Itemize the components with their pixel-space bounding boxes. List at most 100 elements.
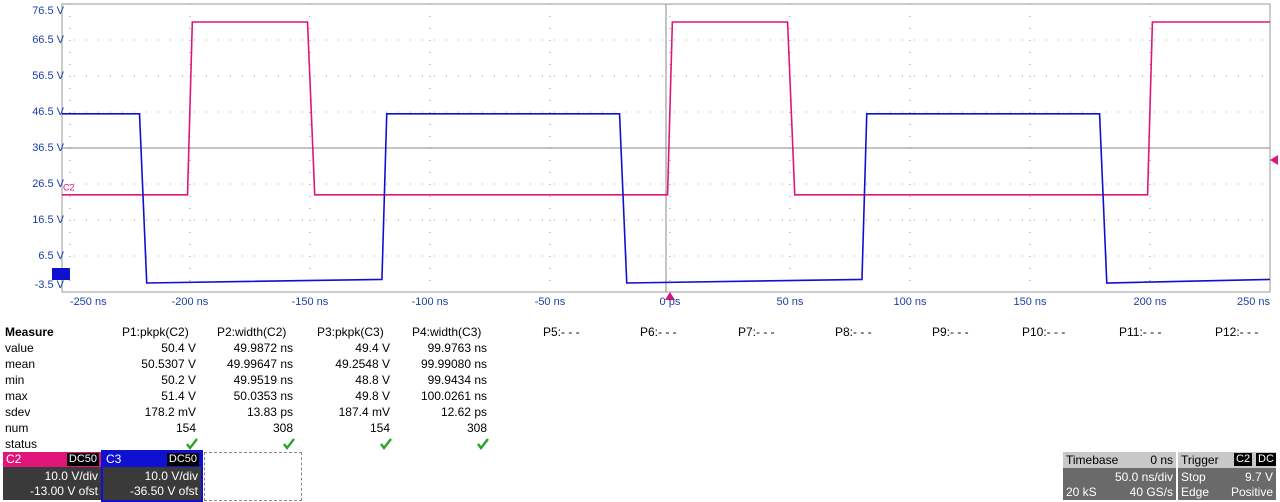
vdiv: 10.0 V/div — [144, 469, 198, 483]
cell: 99.9763 ns — [427, 341, 487, 355]
cell: 49.4 V — [355, 341, 390, 355]
row-label: sdev — [5, 405, 31, 419]
trace — [62, 21, 1270, 196]
x-tick-label: 200 ns — [1133, 296, 1167, 308]
trigger-title: Trigger — [1181, 453, 1219, 467]
x-tick-label: 50 ns — [777, 296, 804, 308]
x-tick-label: 100 ns — [893, 296, 927, 308]
cell: 178.2 mV — [144, 405, 196, 419]
x-tick-label: -250 ns — [70, 296, 107, 308]
param-header: P11:- - - — [1119, 325, 1162, 339]
row-label: num — [5, 421, 29, 435]
coupling: DC50 — [166, 453, 199, 466]
row-label: status — [5, 437, 38, 451]
row-label: min — [5, 373, 25, 387]
waveform-display: 76.5 V 66.5 V 56.5 V 46.5 V 36.5 V 26.5 V 16.5… — [32, 3, 1278, 308]
channel-c2: C2 DC50 10.0 V/div -13.00 V ofst — [3, 452, 101, 500]
trigger-mode: Stop — [1181, 470, 1206, 484]
channel-c3: C3 DC50 10.0 V/div -36.50 V ofst — [101, 450, 203, 502]
x-tick-label: -50 ns — [535, 296, 566, 308]
table-title: Measure — [5, 325, 54, 339]
y-tick-label: 66.5 V — [32, 34, 64, 46]
vdiv: 10.0 V/div — [44, 469, 98, 483]
param-header: P10:- - - — [1022, 325, 1066, 339]
cell: 187.4 mV — [338, 405, 390, 419]
c3-offset-marker — [52, 268, 70, 280]
cell: 13.83 ps — [246, 405, 293, 419]
trace — [62, 113, 1271, 284]
cell: 12.62 ps — [440, 405, 487, 419]
row-label: max — [5, 389, 28, 403]
trigger-level-marker — [1270, 155, 1278, 165]
cell: 49.99647 ns — [226, 357, 293, 371]
cell: 100.0261 ns — [420, 389, 487, 403]
param-header: P1:pkpk(C2) — [122, 325, 189, 339]
param-header: P9:- - - — [932, 325, 969, 339]
trigger-source: C2 — [1234, 453, 1253, 466]
cell: 50.5307 V — [141, 357, 196, 371]
param-header: P8:- - - — [835, 325, 872, 339]
param-header: P5:- - - — [543, 325, 580, 339]
trigger-panel: Trigger C2 DC Stop 9.7 V Edge Positive — [1178, 452, 1276, 500]
trigger-slope: Positive — [1230, 485, 1273, 499]
cell: 49.9872 ns — [233, 341, 293, 355]
channel-name: C3 — [106, 452, 122, 466]
param-header: P7:- - - — [738, 325, 775, 339]
status-ok — [283, 438, 295, 450]
x-tick-label: -150 ns — [292, 296, 329, 308]
empty-slot — [204, 452, 302, 501]
status-ok — [186, 438, 198, 450]
cell: 49.8 V — [355, 389, 390, 403]
cell: 308 — [272, 421, 293, 435]
samples: 20 kS — [1066, 485, 1097, 499]
trigger-time-marker — [665, 292, 675, 300]
trigger-coupling: DC — [1256, 453, 1276, 466]
cell: 50.0353 ns — [233, 389, 293, 403]
y-tick-label: 36.5 V — [32, 142, 64, 154]
x-tick-label: 250 ns — [1237, 296, 1271, 308]
coupling: DC50 — [66, 453, 99, 466]
tdiv: 50.0 ns/div — [1114, 470, 1173, 484]
cell: 154 — [175, 421, 196, 435]
y-tick-label: 76.5 V — [32, 5, 64, 17]
y-tick-label: 56.5 V — [32, 70, 64, 82]
cell: 99.9434 ns — [427, 373, 487, 387]
trigger-type: Edge — [1181, 485, 1210, 499]
trigger-level: 9.7 V — [1244, 470, 1273, 484]
status-ok — [380, 438, 392, 450]
cell: 154 — [369, 421, 390, 435]
x-tick-label: 0 ps — [660, 296, 681, 308]
cell: 308 — [466, 421, 487, 435]
param-header: P2:width(C2) — [217, 325, 287, 339]
y-tick-label: 46.5 V — [32, 106, 64, 118]
y-tick-label: 16.5 V — [32, 214, 64, 226]
cell: 48.8 V — [355, 373, 390, 387]
param-header: P3:pkpk(C3) — [317, 325, 384, 339]
y-tick-label: -3.5 V — [35, 279, 65, 291]
timebase-title: Timebase — [1066, 453, 1119, 467]
offset: -36.50 V ofst — [129, 484, 198, 498]
channel-name: C2 — [6, 452, 22, 466]
timebase-panel: Timebase 0 ns 50.0 ns/div 20 kS 40 GS/s — [1063, 452, 1176, 500]
row-label: value — [5, 341, 34, 355]
rate: 40 GS/s — [1129, 485, 1173, 499]
trace-label: C2 — [63, 182, 75, 192]
param-header: P6:- - - — [640, 325, 677, 339]
y-tick-label: 26.5 V — [32, 178, 64, 190]
x-tick-label: -100 ns — [412, 296, 449, 308]
cell: 50.4 V — [161, 341, 196, 355]
cell: 49.9519 ns — [233, 373, 293, 387]
cell: 99.99080 ns — [420, 357, 487, 371]
x-tick-label: -200 ns — [172, 296, 209, 308]
y-tick-label: 6.5 V — [38, 250, 64, 262]
cell: 51.4 V — [161, 389, 196, 403]
status-ok — [477, 438, 489, 450]
cell: 49.2548 V — [335, 357, 390, 371]
param-header: P4:width(C3) — [412, 325, 482, 339]
x-tick-label: 150 ns — [1013, 296, 1047, 308]
param-header: P12:- - - — [1215, 325, 1259, 339]
row-label: mean — [5, 357, 36, 371]
cell: 50.2 V — [161, 373, 196, 387]
delay: 0 ns — [1150, 453, 1173, 467]
